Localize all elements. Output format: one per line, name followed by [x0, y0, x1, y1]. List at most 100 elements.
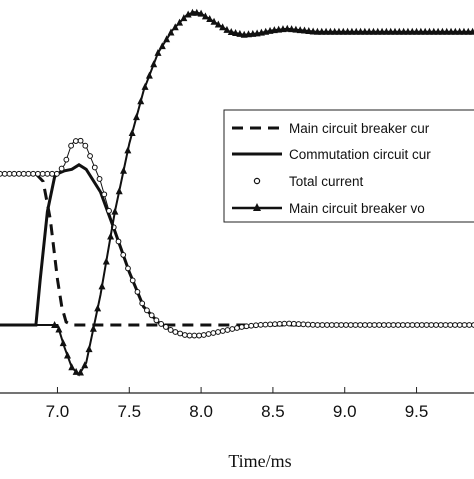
data-point	[301, 26, 309, 34]
data-point	[295, 321, 302, 327]
data-point	[395, 322, 402, 328]
data-point	[124, 146, 132, 154]
data-point	[223, 25, 231, 33]
data-point	[172, 329, 179, 335]
data-point	[286, 320, 293, 327]
data-point	[35, 170, 41, 177]
data-point	[150, 60, 158, 68]
data-point	[288, 25, 296, 33]
data-point	[236, 29, 244, 37]
data-point	[25, 170, 32, 177]
data-point	[272, 321, 278, 328]
data-point	[214, 20, 222, 28]
data-point	[366, 322, 373, 328]
data-point	[309, 27, 317, 35]
data-point	[158, 321, 165, 327]
data-point	[201, 12, 209, 20]
data-point	[107, 232, 115, 240]
data-point	[158, 42, 166, 50]
data-point	[132, 113, 140, 121]
data-point	[248, 322, 255, 329]
data-point	[442, 322, 449, 328]
data-point	[319, 322, 326, 328]
data-point	[385, 322, 392, 328]
data-point	[471, 322, 474, 328]
data-point	[64, 351, 72, 359]
data-point	[141, 82, 149, 90]
data-point	[144, 307, 150, 314]
data-point	[381, 322, 387, 328]
data-point	[58, 165, 65, 172]
x-tick-label: 8.5	[261, 402, 285, 421]
data-point	[148, 312, 155, 319]
data-point	[243, 323, 250, 330]
data-point	[154, 48, 162, 56]
data-point	[452, 322, 458, 328]
data-point	[145, 71, 153, 79]
data-point	[409, 322, 416, 328]
data-point	[328, 322, 335, 328]
data-point	[51, 320, 59, 328]
x-axis: Time/ms 7.0 7.5 8.0 8.5 9.0 9.5	[0, 387, 474, 471]
data-point	[55, 325, 63, 333]
data-point	[16, 170, 22, 177]
data-point	[371, 322, 378, 328]
data-point	[305, 26, 313, 34]
data-point	[102, 257, 110, 265]
data-point	[281, 320, 288, 327]
legend: Main circuit breaker cur Commutation circ…	[223, 109, 474, 223]
data-point	[163, 324, 169, 330]
data-point	[296, 26, 304, 34]
data-point	[210, 330, 217, 336]
data-point	[91, 164, 98, 171]
data-point	[163, 35, 171, 43]
data-point	[68, 363, 76, 371]
data-point	[343, 322, 349, 328]
data-point	[362, 322, 368, 328]
data-point	[171, 23, 179, 31]
data-point	[232, 28, 240, 36]
data-point	[177, 330, 184, 337]
data-point	[39, 170, 46, 177]
data-point	[72, 367, 80, 375]
data-point	[290, 320, 297, 327]
data-point	[390, 322, 397, 328]
series-1	[0, 172, 474, 327]
data-point	[234, 325, 240, 331]
data-point	[20, 170, 27, 177]
legend-label: Commutation circuit cur	[289, 147, 431, 162]
data-point	[238, 324, 245, 330]
data-point	[72, 138, 79, 144]
plot-area	[0, 8, 474, 377]
data-point	[167, 327, 174, 333]
data-point	[253, 322, 259, 329]
x-axis-title: Time/ms	[228, 451, 291, 471]
data-point	[333, 322, 340, 328]
data-point	[418, 322, 425, 328]
data-point	[324, 322, 330, 328]
data-point	[94, 304, 102, 312]
data-point	[106, 207, 112, 214]
data-point	[85, 345, 93, 353]
data-point	[115, 238, 122, 245]
data-point	[447, 322, 454, 328]
legend-box	[223, 109, 474, 223]
data-point	[125, 265, 131, 272]
data-point	[428, 322, 435, 328]
data-point	[461, 322, 468, 328]
data-point	[466, 322, 473, 328]
x-tick-label: 8.0	[189, 402, 213, 421]
x-tick-label: 9.5	[405, 402, 429, 421]
data-point	[283, 24, 291, 32]
data-point	[224, 327, 231, 333]
x-tick-label: 7.5	[117, 402, 141, 421]
data-point	[167, 28, 175, 36]
series-4	[0, 8, 474, 377]
data-point	[197, 9, 205, 17]
data-point	[433, 322, 439, 328]
data-point	[196, 332, 202, 339]
legend-entry: Main circuit breaker vo	[232, 201, 425, 216]
data-point	[59, 339, 67, 347]
data-point	[76, 368, 84, 376]
data-point	[101, 191, 108, 198]
